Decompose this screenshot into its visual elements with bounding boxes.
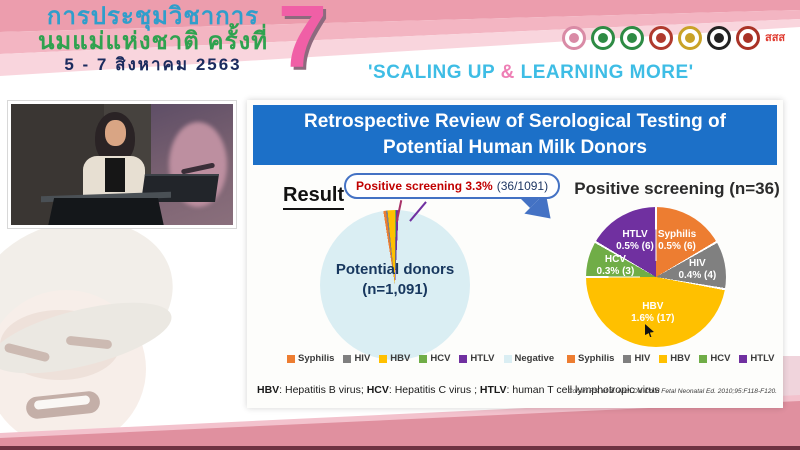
legend-swatch (459, 354, 468, 363)
medical-department-logo-center (627, 33, 637, 43)
positive-screening-pie-chart: Syphilis 0.5% (6) HIV 0.4% (4) HBV 1.6% (17) H… (586, 207, 726, 347)
positive-screening-badge: Positive screening 3.3% (36/1091) (344, 173, 561, 199)
public-health-ministry-logo-center (598, 33, 608, 43)
nursing-council-logo (707, 26, 731, 50)
background-pink-strip (783, 356, 800, 406)
event-title-line1: การประชุมวิชาการ (46, 3, 260, 30)
footnote-abbr: HBV (257, 384, 280, 396)
legend-item-hbv: HBV (379, 353, 410, 364)
footnote-text: : human T cell lymphotropic virus (506, 384, 660, 396)
legend-item-syphilis: Syphilis (287, 353, 334, 364)
legend-swatch (419, 354, 428, 363)
event-title-block: การประชุมวิชาการ นมแม่แห่งชาติ ครั้งที่ … (28, 4, 278, 74)
legend-item-hcv: HCV (419, 353, 450, 364)
legend-label: HBV (390, 353, 411, 364)
positive-screening-chart-title: Positive screening (n=36) (574, 179, 780, 198)
legend-swatch (623, 354, 632, 363)
legend-item-hcv: HCV (699, 353, 730, 364)
pediatric-society-logo-center (743, 33, 753, 43)
projection-screen (150, 104, 233, 225)
royal-institute-crest-logo (678, 26, 702, 50)
breastfeeding-foundation-logo-center (569, 33, 579, 43)
tagline-ampersand: & (500, 62, 515, 83)
legend-label: HBV (670, 353, 691, 364)
legend-swatch (739, 354, 748, 363)
nursing-council-logo-center (714, 33, 724, 43)
slide-title: Retrospective Review of Serological Test… (304, 111, 726, 158)
legend-item-hiv: HIV (623, 353, 650, 364)
legend-item-syphilis: Syphilis (567, 353, 614, 364)
legend-item-htlv: HTLV (459, 353, 495, 364)
result-heading: Result (283, 184, 345, 210)
presenter-shirt (105, 158, 125, 192)
medical-department-logo (620, 26, 644, 50)
legend-label: HTLV (470, 353, 495, 364)
legend-label: Syphilis (578, 353, 615, 364)
potential-donors-label: Potential donors (n=1,091) (320, 260, 470, 299)
background-baby-photo (0, 200, 232, 450)
slide: Retrospective Review of Serological Test… (247, 100, 783, 408)
legend-item-hbv: HBV (659, 353, 690, 364)
royal-college-logo (649, 26, 673, 50)
edition-number: 7 (278, 0, 327, 86)
slide-title-banner: Retrospective Review of Serological Test… (253, 105, 777, 165)
presenter-video-feed (8, 101, 236, 228)
badge-detail: (36/1091) (496, 179, 549, 193)
legend-swatch (567, 354, 575, 363)
potential-donors-label-line1: Potential donors (335, 261, 455, 278)
footnote-abbr: HCV (366, 384, 389, 396)
pie-slice-label-syphilis: Syphilis 0.5% (6) (657, 228, 697, 252)
legend-swatch (343, 354, 352, 363)
organizer-logos: สสส (562, 26, 785, 50)
legend-swatch (379, 354, 388, 363)
legend-label: Negative (514, 353, 555, 364)
podium (47, 198, 165, 225)
breastfeeding-foundation-logo (562, 26, 586, 50)
event-title-line2: นมแม่แห่งชาติ ครั้งที่ (37, 28, 269, 56)
pediatric-society-logo (736, 26, 760, 50)
tagline-text: 'SCALING UP (368, 62, 501, 83)
legend-item-htlv: HTLV (739, 353, 775, 364)
royal-college-logo-center (656, 33, 666, 43)
badge-highlight: Positive screening 3.3% (356, 179, 493, 193)
legend-label: HIV (354, 353, 371, 364)
pie-slice-label-hiv: HIV 0.4% (4) (678, 257, 717, 281)
mouse-cursor-icon (645, 324, 654, 337)
legend-label: HCV (710, 353, 731, 364)
legend-label: Syphilis (298, 353, 335, 364)
public-health-ministry-logo (591, 26, 615, 50)
right-pie-legend: Syphilis HIV HBV HCV HTLV (567, 353, 775, 364)
legend-swatch (503, 354, 512, 363)
footnote-text: : Hepatitis C virus ; (388, 384, 480, 396)
legend-item-hiv: HIV (343, 353, 370, 364)
presenter-face (105, 120, 126, 146)
potential-donors-count: (n=1,091) (362, 280, 428, 298)
reference-citation: Cohen RS, et al. Arch Dis Child Fetal Ne… (567, 388, 777, 395)
event-date: 5 - 7 สิงหาคม 2563 (64, 55, 242, 75)
abbreviation-footnote: HBV: Hepatitis B virus; HCV: Hepatitis C… (257, 384, 660, 396)
pie-slice-label-hcv: HCV 0.3% (3) (596, 254, 635, 278)
footnote-abbr: HTLV (479, 384, 507, 396)
potential-donors-pie-chart (320, 210, 470, 360)
legend-label: HCV (430, 353, 451, 364)
legend-swatch (659, 354, 668, 363)
tagline-text: LEARNING MORE' (514, 62, 694, 83)
legend-swatch (287, 354, 295, 363)
legend-item-negative: Negative (503, 353, 555, 364)
legend-label: HIV (634, 353, 651, 364)
footnote-text: : Hepatitis B virus; (279, 384, 367, 396)
legend-swatch (699, 354, 708, 363)
bottom-edge-line (0, 446, 800, 450)
royal-institute-crest-logo-center (685, 33, 695, 43)
left-pie-legend: Syphilis HIV HBV HCV HTLV Negative (287, 353, 554, 364)
legend-label: HTLV (750, 353, 775, 364)
event-tagline: 'SCALING UP & LEARNING MORE' (368, 62, 796, 84)
thaihealth-logo: สสส (765, 31, 786, 44)
pie-slice-label-htlv: HTLV 0.5% (6) (616, 228, 654, 252)
pie-slice-label-hbv: HBV 1.6% (17) (631, 301, 675, 325)
